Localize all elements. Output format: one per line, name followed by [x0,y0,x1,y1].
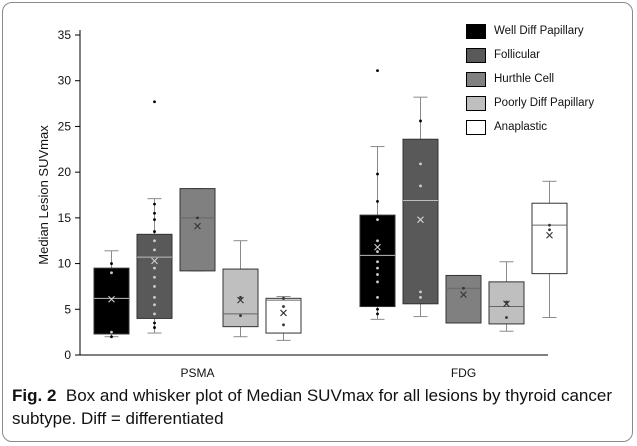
y-tick-label: 5 [64,302,71,316]
data-point [239,296,242,299]
data-point [153,211,156,215]
data-point [376,273,379,276]
data-point [153,266,156,270]
mean-marker [194,222,201,230]
data-point [153,202,156,206]
box-psma [265,297,302,334]
legend-swatch [466,119,486,135]
y-axis-title: Median Lesion SUVmax [36,125,51,265]
legend-item: Follicular [466,46,540,64]
box-fdg [402,138,439,305]
legend-item: Hurthle Cell [466,70,554,88]
data-point [419,119,422,123]
data-point [110,262,113,265]
data-point [376,296,379,299]
legend-item: Anaplastic [466,118,547,136]
data-point [376,266,379,270]
y-tick-label: 10 [58,257,72,271]
data-point [282,323,285,327]
mean-marker [374,243,381,251]
y-tick-label: 15 [58,211,72,225]
data-point [153,285,156,288]
data-point [153,303,156,307]
data-point [153,218,156,222]
data-point [153,312,156,316]
caption-text: Box and whisker plot of Median SUVmax fo… [12,386,613,428]
y-tick-label: 35 [58,28,72,42]
data-point [505,316,508,319]
data-point [153,100,156,104]
legend-item: Poorly Diff Papillary [466,94,594,112]
data-point [196,216,199,220]
data-point [153,275,156,279]
mean-marker [108,295,115,303]
legend-swatch [466,95,486,111]
mean-marker [546,231,553,239]
mean-marker [280,309,287,317]
caption-figure-label: Fig. 2 [12,386,57,405]
y-tick-label: 20 [58,165,72,179]
box-fdg [531,202,568,275]
legend-label: Well Diff Papillary [494,25,584,37]
data-point [376,280,379,284]
legend-swatch [466,71,486,87]
data-point [376,312,379,316]
data-point [153,239,156,243]
data-point [548,228,551,232]
data-point [153,230,156,233]
data-point [548,223,551,227]
legend-swatch [466,23,486,39]
legend-label: Follicular [494,49,541,61]
data-point [153,326,156,329]
legend-label: Hurthle Cell [494,73,555,85]
plot-area: 0 5 10 15 20 25 30 35 PSMA FDG [58,28,568,380]
data-point [153,321,156,325]
data-point [376,239,379,243]
data-point [282,296,285,300]
box-fdg [445,274,482,324]
data-point [239,314,242,318]
data-point [419,184,422,188]
data-point [376,218,379,222]
x-category-label: FDG [451,366,476,380]
mean-marker [503,300,510,308]
legend-label: Poorly Diff Papillary [494,97,595,109]
data-point [376,69,379,73]
data-point [110,335,113,339]
data-point [110,330,113,334]
legend-swatch [466,47,486,63]
box-plot-chart: 0 5 10 15 20 25 30 35 PSMA FDG Median Lesion SUVm… [36,28,568,380]
data-point [376,200,379,203]
figure-caption: Fig. 2 Box and whisker plot of Median SU… [12,384,624,430]
data-point [376,307,379,311]
mean-marker [151,257,158,265]
figure-frame [2,2,633,442]
legend-item: Well Diff Papillary [466,22,584,40]
box-psma [93,267,130,335]
data-point [153,296,156,299]
data-point [419,296,422,299]
data-point [462,286,465,290]
data-point [282,305,285,308]
data-point [376,260,379,264]
mean-marker [417,216,424,224]
data-point [419,162,422,166]
y-tick-label: 30 [58,74,72,88]
data-point [376,250,379,254]
data-point [376,172,379,176]
data-point [153,248,156,252]
box-psma [179,188,216,272]
data-point [110,271,113,275]
y-tick-label: 25 [58,119,72,133]
legend-label: Anaplastic [494,121,548,133]
mean-marker [237,296,244,304]
y-tick-label: 0 [64,348,71,362]
data-point [419,290,422,294]
x-category-label: PSMA [180,366,214,380]
mean-marker [460,291,467,299]
